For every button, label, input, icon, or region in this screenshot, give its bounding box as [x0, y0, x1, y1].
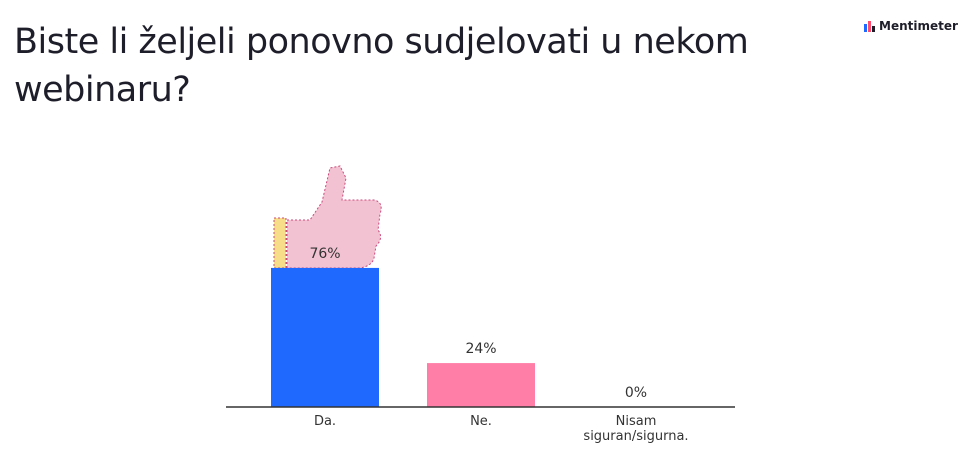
value-label-2: 24%	[465, 341, 496, 357]
category-label-2: Ne.	[470, 414, 492, 429]
bar-1	[271, 267, 379, 407]
category-label-3-line-1: Nisam	[616, 414, 657, 429]
bar-2	[427, 363, 535, 407]
category-label-1: Da.	[314, 414, 336, 429]
brand-name: Mentimeter	[879, 19, 958, 33]
question-title: Biste li željeli ponovno sudjelovati u n…	[14, 22, 749, 110]
value-label-1: 76%	[309, 246, 340, 262]
mentimeter-brand[interactable]: Mentimeter	[864, 19, 958, 33]
mentimeter-logo-icon	[864, 21, 875, 32]
value-label-3: 0%	[625, 385, 647, 401]
category-label-3-line-2: siguran/sigurna.	[583, 429, 688, 444]
